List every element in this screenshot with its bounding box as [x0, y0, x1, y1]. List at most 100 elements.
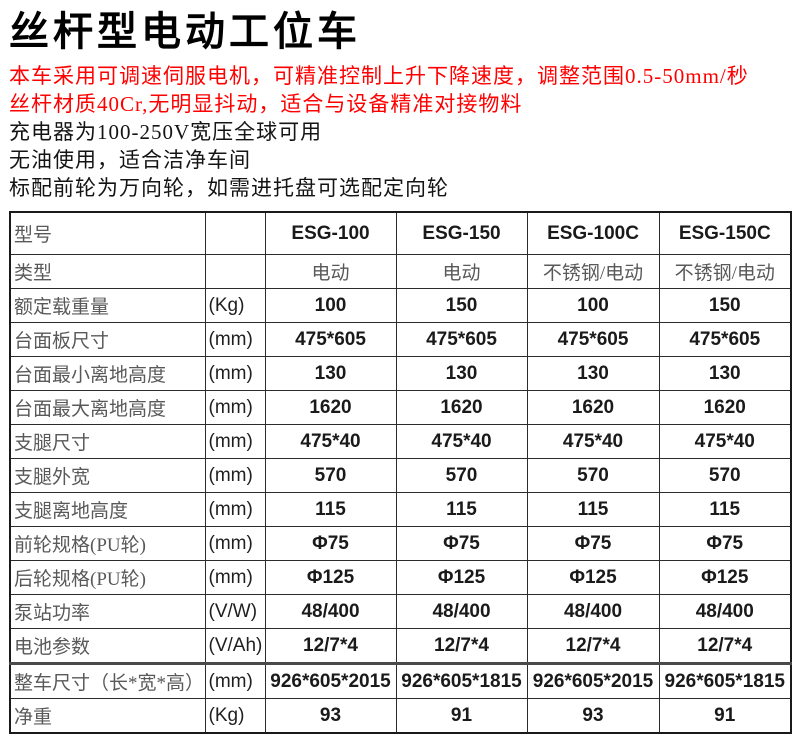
page-title: 丝杆型电动工位车 — [9, 9, 361, 54]
intro-text-block: 本车采用可调速伺服电机，可精准控制上升下降速度，调整范围0.5-50mm/秒 丝… — [9, 62, 791, 202]
table-row-model: 型号 ESG-100 ESG-150 ESG-100C ESG-150C — [9, 211, 792, 255]
value-cell: 12/7*4 — [658, 628, 792, 664]
value-cell: 12/7*4 — [526, 628, 660, 664]
value-cell: 570 — [395, 458, 528, 493]
feature-line-servo: 本车采用可调速伺服电机，可精准控制上升下降速度，调整范围0.5-50mm/秒 — [9, 64, 749, 88]
row-label-cell: 后轮规格(PU轮) — [9, 560, 206, 595]
value-cell: 475*605 — [658, 322, 792, 357]
value-cell: 91 — [395, 698, 528, 734]
unit-cell: (mm) — [204, 356, 266, 391]
value-cell: 1620 — [395, 390, 528, 425]
row-label-cell: 额定载重量 — [9, 288, 206, 323]
value-cell: 570 — [526, 458, 660, 493]
value-cell: 1620 — [658, 390, 792, 425]
table-row-battery: 电池参数 (V/Ah) 12/7*4 12/7*4 12/7*4 12/7*4 — [9, 628, 792, 664]
value-cell: 130 — [395, 356, 528, 391]
value-cell: 130 — [264, 356, 397, 391]
value-cell: 93 — [264, 698, 397, 734]
unit-cell: (mm) — [204, 526, 266, 561]
unit-cell: (mm) — [204, 322, 266, 357]
value-cell: 150 — [395, 288, 528, 323]
feature-line-wheels: 标配前轮为万向轮，如需进托盘可选配定向轮 — [9, 176, 449, 200]
unit-cell: (Kg) — [204, 288, 266, 323]
value-cell: 926*605*1815 — [395, 662, 528, 699]
value-cell: 91 — [658, 698, 792, 734]
value-cell: 570 — [264, 458, 397, 493]
value-cell: 150 — [658, 288, 792, 323]
row-label-cell: 整车尺寸（长*宽*高） — [9, 662, 206, 699]
value-cell: 93 — [526, 698, 660, 734]
value-cell: 475*40 — [658, 424, 792, 459]
value-cell: 130 — [658, 356, 792, 391]
row-label-cell: 台面板尺寸 — [9, 322, 206, 357]
value-cell: Φ75 — [264, 526, 397, 561]
value-cell: 12/7*4 — [264, 628, 397, 664]
product-spec-page: 丝杆型电动工位车 本车采用可调速伺服电机，可精准控制上升下降速度，调整范围0.5… — [9, 9, 792, 734]
unit-cell — [204, 211, 266, 255]
row-label-cell: 支腿离地高度 — [9, 492, 206, 527]
unit-cell: (V/Ah) — [204, 628, 266, 664]
value-cell: 475*605 — [264, 322, 397, 357]
table-row-min-height: 台面最小离地高度 (mm) 130 130 130 130 — [9, 356, 792, 391]
value-cell: 12/7*4 — [395, 628, 528, 664]
value-cell: 1620 — [264, 390, 397, 425]
value-cell: 115 — [526, 492, 660, 527]
table-row-type: 类型 电动 电动 不锈钢/电动 不锈钢/电动 — [9, 254, 792, 289]
table-row-rated-load: 额定载重量 (Kg) 100 150 100 150 — [9, 288, 792, 323]
unit-cell — [204, 254, 266, 289]
value-cell: 48/400 — [658, 594, 792, 629]
table-row-front-wheel: 前轮规格(PU轮) (mm) Φ75 Φ75 Φ75 Φ75 — [9, 526, 792, 561]
table-row-net-weight: 净重 (Kg) 93 91 93 91 — [9, 698, 792, 734]
value-cell: Φ75 — [526, 526, 660, 561]
unit-cell: (mm) — [204, 662, 266, 699]
row-label-cell: 支腿外宽 — [9, 458, 206, 493]
value-cell: Φ75 — [658, 526, 792, 561]
value-cell: 48/400 — [526, 594, 660, 629]
value-cell: 48/400 — [264, 594, 397, 629]
row-label-cell: 前轮规格(PU轮) — [9, 526, 206, 561]
value-cell: 100 — [526, 288, 660, 323]
feature-line-screw-material: 丝杆材质40Cr,无明显抖动，适合与设备精准对接物料 — [9, 92, 523, 116]
value-cell: 926*605*2015 — [526, 662, 660, 699]
value-cell: 475*40 — [395, 424, 528, 459]
value-cell: 475*40 — [526, 424, 660, 459]
table-row-max-height: 台面最大离地高度 (mm) 1620 1620 1620 1620 — [9, 390, 792, 425]
value-cell: 115 — [264, 492, 397, 527]
unit-cell: (mm) — [204, 492, 266, 527]
value-cell: 926*605*1815 — [658, 662, 792, 699]
value-cell: Φ125 — [395, 560, 528, 595]
value-cell: 926*605*2015 — [264, 662, 397, 699]
table-row-pump-power: 泵站功率 (V/W) 48/400 48/400 48/400 48/400 — [9, 594, 792, 629]
value-cell: Φ125 — [526, 560, 660, 595]
unit-cell: (mm) — [204, 424, 266, 459]
value-cell: 115 — [658, 492, 792, 527]
table-row-leg-size: 支腿尺寸 (mm) 475*40 475*40 475*40 475*40 — [9, 424, 792, 459]
row-label-cell: 净重 — [9, 698, 206, 734]
value-cell: 1620 — [526, 390, 660, 425]
unit-cell: (mm) — [204, 560, 266, 595]
row-label-cell: 泵站功率 — [9, 594, 206, 629]
value-cell: 475*605 — [395, 322, 528, 357]
row-label-cell: 台面最小离地高度 — [9, 356, 206, 391]
feature-line-charger: 充电器为100-250V宽压全球可用 — [9, 120, 323, 144]
model-name-cell: ESG-100C — [526, 211, 660, 255]
table-row-leg-outer-width: 支腿外宽 (mm) 570 570 570 570 — [9, 458, 792, 493]
model-name-cell: ESG-150C — [658, 211, 792, 255]
unit-cell: (V/W) — [204, 594, 266, 629]
value-cell: 130 — [526, 356, 660, 391]
table-row-overall-size: 整车尺寸（长*宽*高） (mm) 926*605*2015 926*605*18… — [9, 662, 792, 699]
model-name-cell: ESG-150 — [395, 211, 528, 255]
value-cell: 570 — [658, 458, 792, 493]
value-cell: 475*40 — [264, 424, 397, 459]
table-row-rear-wheel: 后轮规格(PU轮) (mm) Φ125 Φ125 Φ125 Φ125 — [9, 560, 792, 595]
unit-cell: (mm) — [204, 458, 266, 493]
table-row-platform-size: 台面板尺寸 (mm) 475*605 475*605 475*605 475*6… — [9, 322, 792, 357]
row-label-cell: 型号 — [9, 211, 206, 255]
unit-cell: (Kg) — [204, 698, 266, 734]
row-label-cell: 电池参数 — [9, 628, 206, 664]
value-cell: Φ125 — [658, 560, 792, 595]
value-cell: Φ75 — [395, 526, 528, 561]
row-label-cell: 支腿尺寸 — [9, 424, 206, 459]
value-cell: 48/400 — [395, 594, 528, 629]
unit-cell: (mm) — [204, 390, 266, 425]
